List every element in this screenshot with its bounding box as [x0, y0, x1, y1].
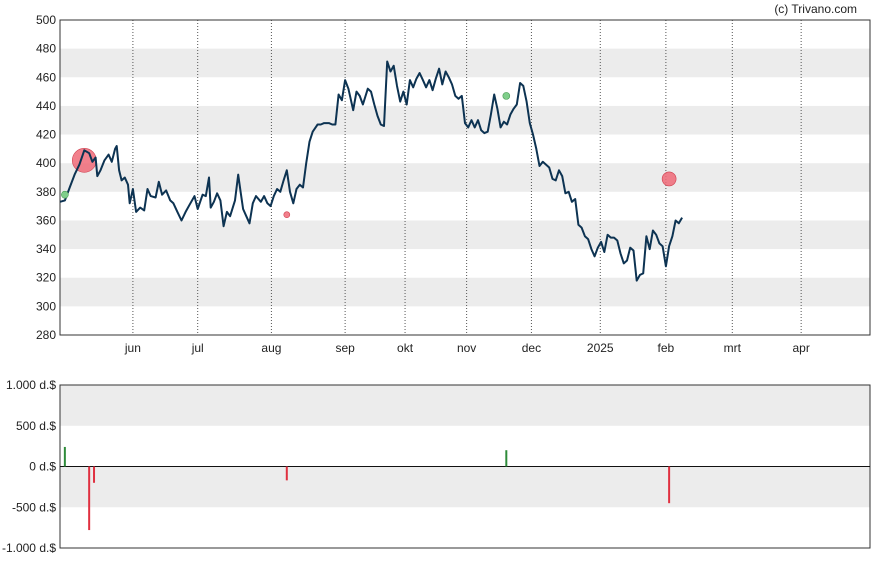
y-tick-label: -1.000 d.$	[2, 541, 56, 555]
y-tick-label: 320	[36, 271, 56, 285]
x-tick-label: nov	[457, 341, 476, 355]
y-tick-label: 300	[36, 299, 56, 313]
price-frame	[59, 19, 871, 336]
sell-marker	[283, 211, 291, 219]
grid-band	[60, 385, 870, 426]
grid-band	[60, 277, 870, 307]
y-tick-label: -500 d.$	[12, 500, 56, 514]
y-tick-label: 280	[36, 328, 56, 342]
x-tick-label: mrt	[724, 341, 742, 355]
x-tick-label: aug	[261, 341, 281, 355]
y-tick-label: 360	[36, 213, 56, 227]
y-tick-label: 440	[36, 99, 56, 113]
x-tick-label: jul	[191, 341, 204, 355]
buy-marker	[61, 190, 69, 199]
grid-band	[60, 163, 870, 192]
y-tick-label: 340	[36, 242, 56, 256]
x-tick-label: apr	[792, 341, 809, 355]
x-tick-label: okt	[397, 341, 414, 355]
x-tick-label: 2025	[587, 341, 614, 355]
x-tick-label: dec	[522, 341, 541, 355]
credit-text: (c) Trivano.com	[774, 2, 857, 16]
grid-band	[60, 220, 870, 250]
y-tick-label: 460	[36, 70, 56, 84]
y-tick-label: 500 d.$	[16, 419, 56, 433]
x-tick-label: feb	[658, 341, 675, 355]
buy-marker	[502, 92, 511, 100]
price-line	[59, 60, 683, 282]
grid-band	[60, 466, 870, 508]
y-tick-label: 400	[36, 156, 56, 170]
sell-marker	[661, 171, 677, 187]
transaction-panel: 1.000 d.$ 500 d.$ 0 d.$ -500 d.$ -1.000 d.$	[2, 378, 871, 555]
grid-band	[60, 48, 870, 78]
y-tick-label: 1.000 d.$	[6, 378, 56, 392]
price-panel: jun jul aug sep okt nov dec 2025 feb mrt apr 500 480…	[36, 13, 871, 355]
x-tick-label: sep	[335, 341, 355, 355]
y-tick-label: 420	[36, 128, 56, 142]
y-tick-label: 0 d.$	[29, 460, 56, 474]
y-tick-label: 380	[36, 185, 56, 199]
y-tick-label: 480	[36, 42, 56, 56]
x-tick-label: jun	[124, 341, 141, 355]
y-tick-label: 500	[36, 13, 56, 27]
